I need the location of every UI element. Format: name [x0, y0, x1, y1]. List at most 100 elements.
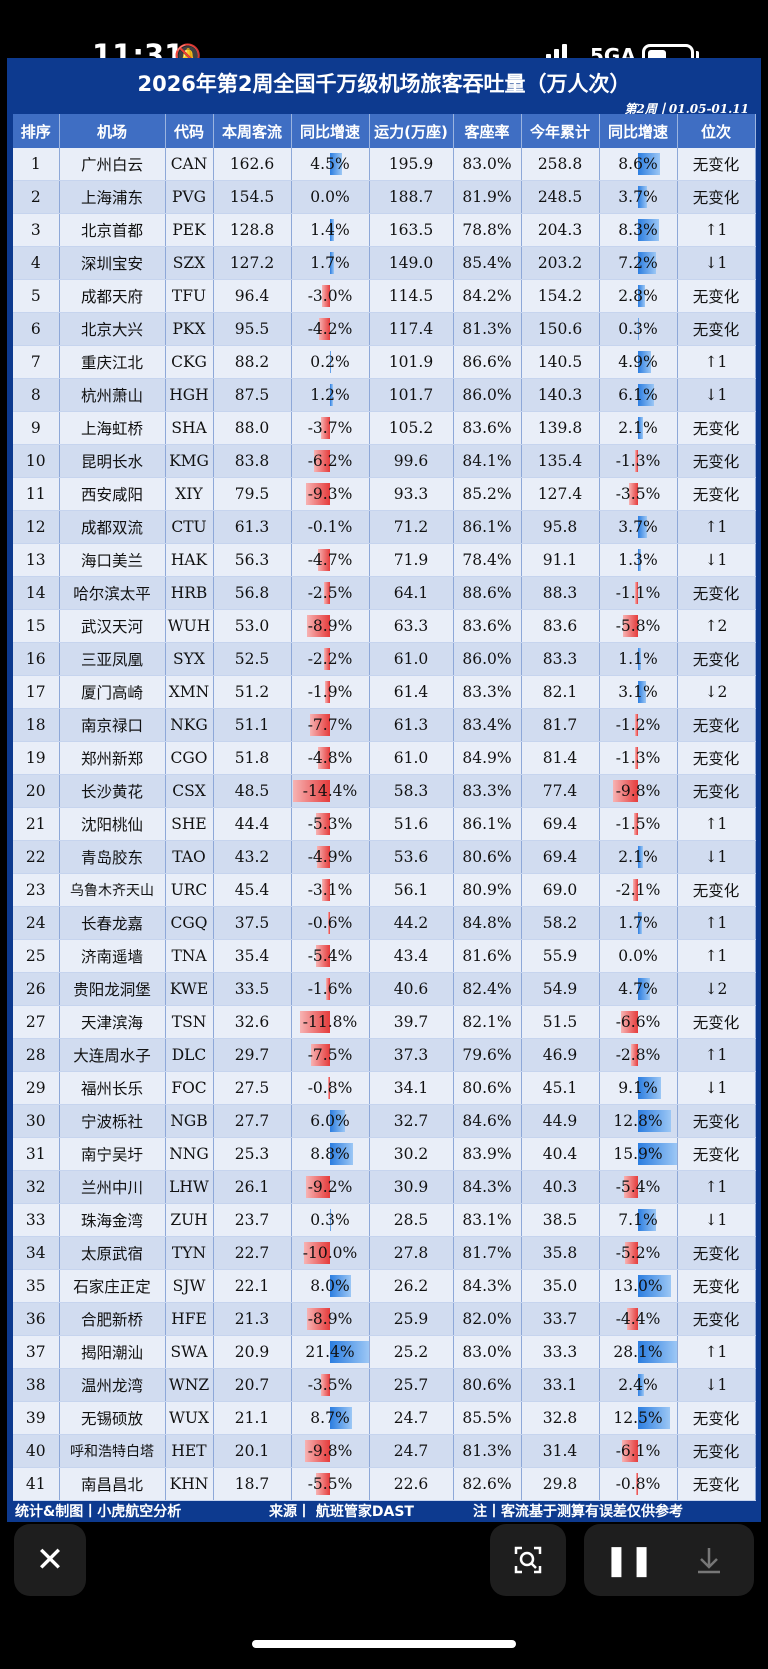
table-cell: 5 [13, 279, 60, 313]
status-bar: 11:31 🔕 5GA [0, 0, 768, 72]
growth-bar-negative [307, 615, 330, 637]
table-cell: 95.5 [213, 312, 292, 346]
cell-value: 8.8% [310, 1145, 350, 1163]
cell-value: -5.8% [615, 617, 661, 635]
table-cell: 1.2% [291, 378, 370, 412]
table-cell: -0.1% [291, 510, 370, 544]
growth-bar-positive [638, 1209, 657, 1231]
table-cell: 西安咸阳 [59, 477, 166, 511]
growth-bar-positive [330, 351, 331, 373]
table-cell: 0.0% [291, 180, 370, 214]
table-cell: 无变化 [677, 1302, 756, 1336]
table-cell: 厦门高崎 [59, 675, 166, 709]
table-cell: 80.9% [453, 873, 522, 907]
column-header: 机场 [59, 114, 166, 148]
table-cell: 杭州萧山 [59, 378, 166, 412]
cell-value: -5.3% [307, 815, 353, 833]
table-cell: 99.6 [369, 444, 454, 478]
table-row: 31 南宁吴圩 NNG 25.3 8.8% 30.2 83.9% 40.4 15.9% 无变化 [13, 1137, 756, 1171]
table-row: 22 青岛胶东 TAO 43.2 -4.9% 53.6 80.6% 69.4 2.1% ↓1 [13, 840, 756, 874]
cell-value: 1.2% [310, 386, 350, 404]
table-cell: 沈阳桃仙 [59, 807, 166, 841]
table-cell: 8.3% [599, 213, 678, 247]
table-cell: 149.0 [369, 246, 454, 280]
cell-value: 7.1% [618, 1211, 658, 1229]
table-cell: 63.3 [369, 609, 454, 643]
growth-bar-negative [315, 1473, 330, 1495]
week-label: 第2周丨01.05-01.11 [624, 102, 749, 116]
media-controls: ❚❚ [584, 1524, 754, 1596]
growth-bar-negative [634, 813, 638, 835]
table-cell: 无锡硕放 [59, 1401, 166, 1435]
table-cell: 61.4 [369, 675, 454, 709]
table-cell: ↑1 [677, 939, 756, 973]
table-cell: 石家庄正定 [59, 1269, 166, 1303]
table-cell: 51.6 [369, 807, 454, 841]
table-cell: 3.7% [599, 180, 678, 214]
table-cell: 83.9% [453, 1137, 522, 1171]
lens-icon [490, 1524, 566, 1596]
table-cell: -5.4% [291, 939, 370, 973]
growth-bar-negative [630, 1044, 638, 1066]
cell-value: -9.2% [307, 1178, 353, 1196]
table-cell: -0.6% [291, 906, 370, 940]
table-cell: -2.1% [599, 873, 678, 907]
table-cell: -11.8% [291, 1005, 370, 1039]
cell-value: -2.5% [307, 584, 353, 602]
table-cell: 10 [13, 444, 60, 478]
table-row: 28 大连周水子 DLC 29.7 -7.5% 37.3 79.6% 46.9 -2.8% ↑1 [13, 1038, 756, 1072]
table-cell: 154.2 [521, 279, 600, 313]
table-cell: 17 [13, 675, 60, 709]
table-cell: 15.9% [599, 1137, 678, 1171]
table-cell: ↓1 [677, 543, 756, 577]
table-row: 19 郑州新郑 CGO 51.8 -4.8% 61.0 84.9% 81.4 -1.3% 无变化 [13, 741, 756, 775]
table-cell: 258.8 [521, 148, 600, 181]
lens-button[interactable] [490, 1524, 566, 1596]
cell-value: -5.2% [615, 1244, 661, 1262]
table-cell: 38.5 [521, 1203, 600, 1237]
table-cell: HFE [165, 1302, 214, 1336]
cell-value: -0.1% [307, 518, 353, 536]
table-cell: -1.6% [291, 972, 370, 1006]
cell-value: -5.5% [307, 1475, 353, 1493]
growth-bar-positive [638, 318, 639, 340]
cell-value: 8.3% [618, 221, 658, 239]
growth-bar-negative [320, 417, 330, 439]
home-indicator[interactable] [252, 1640, 516, 1648]
growth-bar-positive [330, 384, 334, 406]
table-cell: 45.4 [213, 873, 292, 907]
table-cell: 无变化 [677, 642, 756, 676]
close-icon: ✕ [35, 1540, 65, 1580]
table-cell: 84.9% [453, 741, 522, 775]
table-cell: 86.1% [453, 807, 522, 841]
table-cell: 呼和浩特白塔 [59, 1434, 166, 1468]
table-cell: 25 [13, 939, 60, 973]
table-cell: TFU [165, 279, 214, 313]
table-cell: 20.9 [213, 1335, 292, 1369]
growth-bar-negative [622, 1440, 638, 1462]
cell-value: 28.1% [613, 1343, 663, 1361]
table-cell: 温州龙湾 [59, 1368, 166, 1402]
column-header: 同比增速 [599, 114, 678, 148]
table-cell: -1.3% [599, 741, 678, 775]
table-cell: 太原武宿 [59, 1236, 166, 1270]
table-cell: 82.1% [453, 1005, 522, 1039]
growth-bar-negative [328, 912, 330, 934]
table-cell: 24 [13, 906, 60, 940]
table-cell: 0.3% [291, 1203, 370, 1237]
download-icon[interactable] [674, 1524, 744, 1596]
table-cell: 162.6 [213, 148, 292, 181]
cell-value: 4.7% [618, 980, 658, 998]
table-cell: ↓1 [677, 378, 756, 412]
growth-bar-negative [635, 1473, 638, 1495]
table-cell: 29.8 [521, 1467, 600, 1501]
close-button[interactable]: ✕ [14, 1524, 86, 1596]
table-cell: ↑2 [677, 609, 756, 643]
table-cell: 31.4 [521, 1434, 600, 1468]
table-cell: -1.1% [599, 576, 678, 610]
cell-value: 1.3% [618, 551, 658, 569]
cell-value: -10.0% [302, 1244, 358, 1262]
growth-bar-positive [638, 153, 661, 175]
table-row: 10 昆明长水 KMG 83.8 -6.2% 99.6 84.1% 135.4 -1.3% 无变化 [13, 444, 756, 478]
pause-icon[interactable]: ❚❚ [603, 1542, 655, 1578]
